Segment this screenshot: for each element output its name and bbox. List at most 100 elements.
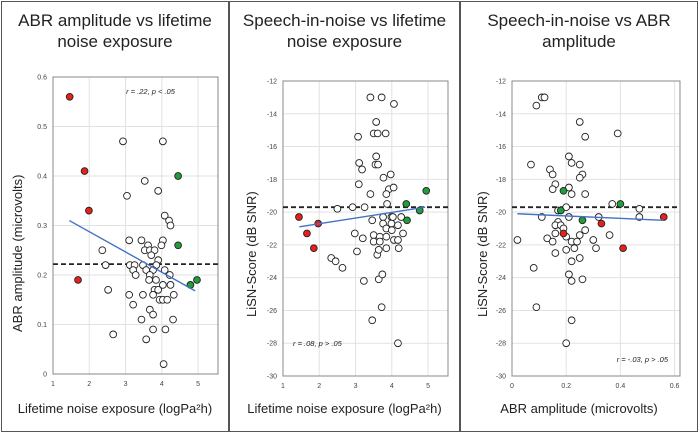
open-point xyxy=(387,226,396,234)
open-point xyxy=(581,132,590,141)
y-tick-label: -18 xyxy=(496,177,506,184)
open-point xyxy=(529,263,538,272)
open-point xyxy=(567,277,576,285)
open-point xyxy=(575,254,584,262)
open-point xyxy=(581,226,590,234)
open-point xyxy=(567,190,576,198)
open-point xyxy=(145,276,153,284)
open-point xyxy=(374,160,382,169)
open-point xyxy=(131,271,140,279)
open-point xyxy=(149,290,157,299)
open-point xyxy=(152,276,160,284)
open-point xyxy=(381,129,390,138)
open-point xyxy=(373,129,382,138)
chart-3: 0 0.2 0.4 0.6 -30 -28 -26 -24 -22 -20 -18 -16 -14 -12… xyxy=(496,79,681,390)
x-tick-label: 1 xyxy=(281,383,285,390)
open-point xyxy=(570,244,579,253)
green-point xyxy=(578,216,587,225)
open-point xyxy=(166,281,175,289)
open-point xyxy=(567,159,576,167)
red-point xyxy=(659,213,668,221)
open-point xyxy=(581,190,590,198)
x-tick-label: 2 xyxy=(317,383,321,390)
open-point xyxy=(372,152,381,161)
open-point xyxy=(137,236,146,245)
correlation-annotation: r = -.03, p > .05 xyxy=(617,355,669,364)
open-point xyxy=(98,246,107,255)
open-point xyxy=(389,213,397,221)
red-point xyxy=(309,244,318,253)
green-point xyxy=(403,216,411,225)
y-tick-label: -30 xyxy=(496,374,506,381)
open-point xyxy=(567,316,576,325)
open-point xyxy=(562,339,571,348)
open-point xyxy=(354,132,362,141)
open-point xyxy=(149,310,157,319)
x-tick-label: 0 xyxy=(510,383,514,390)
y-tick-label: -22 xyxy=(496,242,506,249)
open-point xyxy=(166,221,175,230)
open-point xyxy=(379,173,388,182)
open-point xyxy=(140,177,149,185)
y-tick-label: -26 xyxy=(496,308,506,315)
open-point xyxy=(372,118,381,126)
open-point xyxy=(353,247,361,256)
open-point xyxy=(565,213,573,221)
red-point xyxy=(619,244,627,253)
x-tick-label: 5 xyxy=(196,381,200,388)
y-tick-label: -18 xyxy=(267,177,277,184)
open-point xyxy=(589,236,598,244)
open-point xyxy=(578,275,587,284)
red-point xyxy=(74,276,82,284)
open-point xyxy=(551,229,560,238)
red-point xyxy=(303,229,311,238)
open-point xyxy=(592,244,600,253)
open-point xyxy=(354,180,363,189)
panel-1: ABR amplitude vs lifetime noise exposure… xyxy=(1,1,229,432)
open-point xyxy=(147,251,156,260)
open-point xyxy=(386,170,395,179)
x-tick-label: 0.6 xyxy=(670,383,680,390)
open-point xyxy=(123,191,131,200)
open-point xyxy=(338,263,347,272)
open-point xyxy=(109,330,118,339)
y-tick-label: -20 xyxy=(267,210,277,217)
green-point xyxy=(422,186,431,195)
open-point xyxy=(348,203,357,212)
open-point xyxy=(101,261,110,269)
open-point xyxy=(567,257,576,266)
open-point xyxy=(129,300,137,309)
open-point xyxy=(358,234,367,243)
open-point xyxy=(575,118,584,126)
y-tick-label: 0.3 xyxy=(37,223,47,230)
y-tick-label: -16 xyxy=(267,144,277,151)
chart-title: ABR amplitude vs lifetime noise exposure xyxy=(18,11,212,51)
open-point xyxy=(562,245,571,254)
y-tick-label: -12 xyxy=(267,79,277,86)
open-point xyxy=(532,101,541,110)
x-tick-label: 1 xyxy=(51,381,55,388)
open-point xyxy=(575,173,584,182)
open-point xyxy=(161,325,170,334)
y-tick-label: -22 xyxy=(267,242,277,249)
open-point xyxy=(394,339,402,348)
open-point xyxy=(154,286,163,294)
open-point xyxy=(540,93,549,102)
open-point xyxy=(163,295,172,304)
open-point xyxy=(157,241,166,250)
open-point xyxy=(532,303,541,312)
x-tick-label: 0.4 xyxy=(616,383,626,390)
y-tick-label: -16 xyxy=(496,144,506,151)
open-point xyxy=(378,270,387,279)
open-point xyxy=(169,290,178,299)
open-point xyxy=(360,277,368,285)
chart-1: 1 2 3 4 5 0 0.1 0.2 0.3 0.4 0.5 0.6 r = .22, p < .05 xyxy=(37,75,219,388)
open-point xyxy=(382,244,391,253)
open-point xyxy=(169,315,177,324)
open-point xyxy=(350,229,359,238)
red-point xyxy=(65,92,74,101)
y-tick-label: 0 xyxy=(43,372,47,379)
open-point xyxy=(389,183,398,192)
panel-3: Speech-in-noise vs ABR amplitude LiSN-Sc… xyxy=(460,1,698,432)
open-point xyxy=(159,137,167,146)
